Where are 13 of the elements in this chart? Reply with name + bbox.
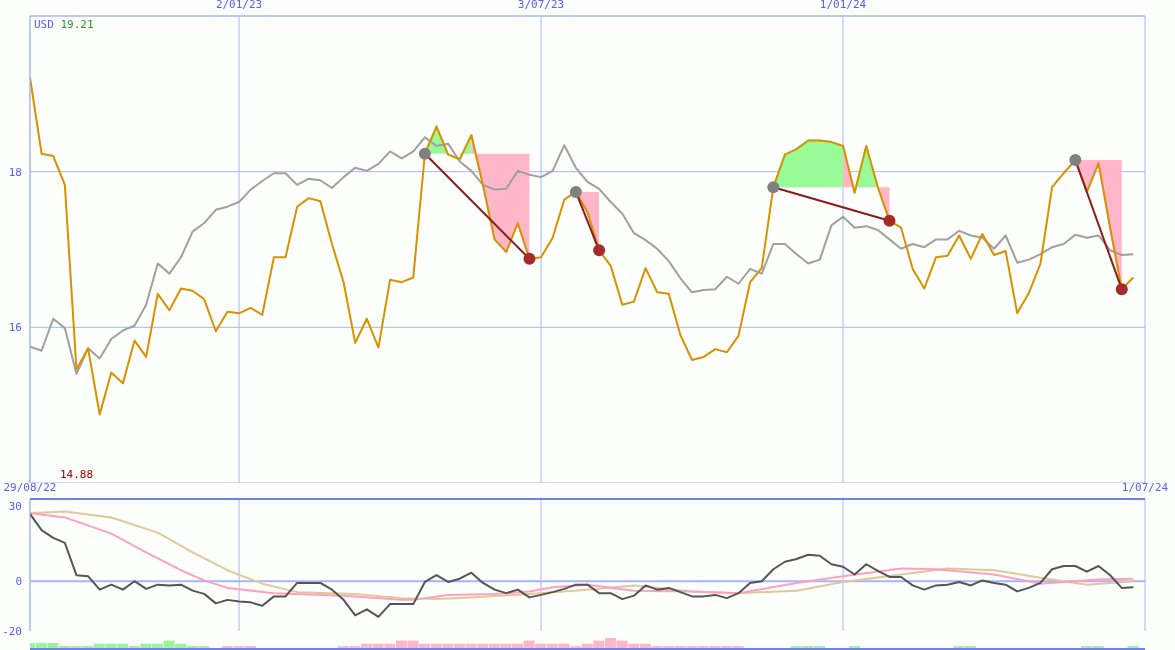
x-tick-label: 1/07/24 [1121,481,1169,494]
annotation: 14.88 [60,468,94,481]
x-tick-label: 3/07/23 [517,0,565,11]
y-axis-title: USD [34,18,55,31]
annotation: 19.21 [60,18,94,31]
y-tick-label: 16 [8,321,22,335]
x-tick-label: 29/08/22 [3,481,57,494]
y-tick-label: 30 [8,500,22,514]
x-tick-label: 1/01/24 [819,0,867,11]
y-tick-label: 0 [15,575,22,589]
y-tick-label: -20 [2,624,22,638]
y-tick-label: 18 [8,165,22,179]
x-tick-label: 2/01/23 [215,0,263,11]
